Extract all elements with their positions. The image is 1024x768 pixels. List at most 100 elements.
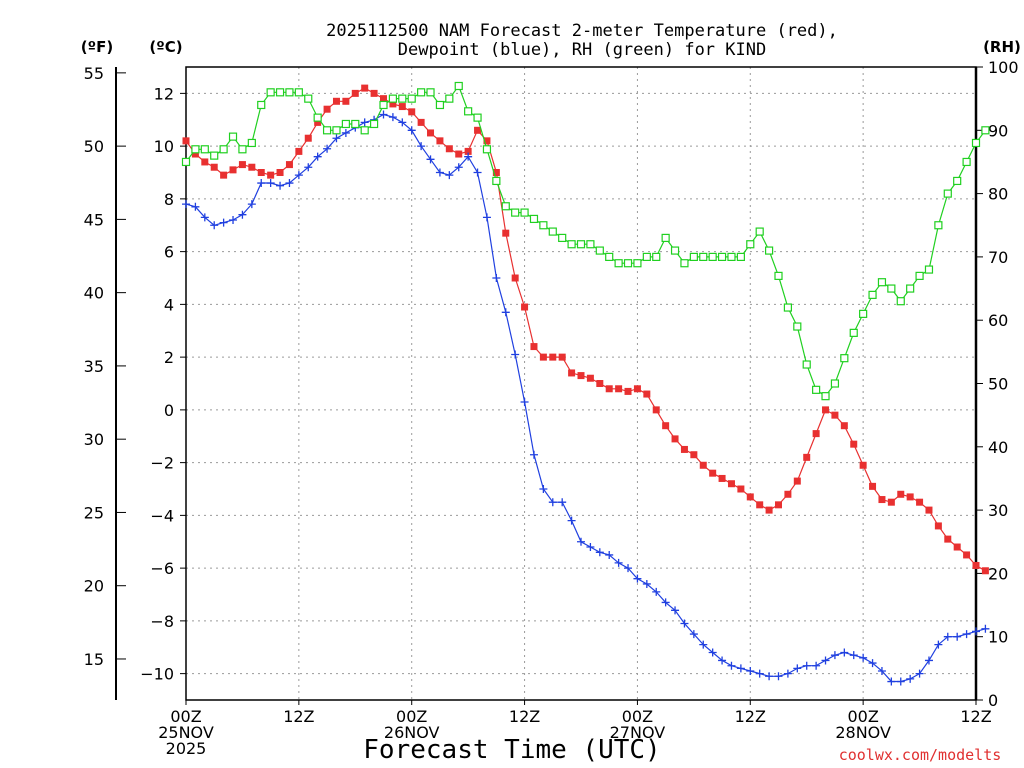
relative-humidity-point [529,214,539,224]
temperature-point [427,129,435,137]
dewpoint-point [887,677,896,686]
fahrenheit-tick-label: 15 [84,650,104,669]
dewpoint-point [915,669,924,678]
dewpoint-point [595,548,604,557]
dewpoint-point [671,606,680,615]
relative-humidity-point [388,94,398,103]
temperature-point [596,380,604,387]
dewpoint-point [642,579,651,588]
celsius-tick-label: −6 [150,559,174,578]
temperature-point [502,229,510,237]
temperature-point [831,411,839,419]
x-tick-label: 25NOV [158,723,214,742]
temperature-point [756,501,764,509]
temperature-point [803,453,811,461]
relative-humidity-point [971,138,981,148]
dewpoint-point [492,274,501,282]
credit-text: coolwx.com/modelts [839,746,1002,764]
x-tick-label: 00Z [622,707,653,726]
dewpoint-point [567,516,576,525]
relative-humidity-point [689,252,698,261]
dewpoint-point [229,215,238,224]
x-tick-label: 00Z [396,707,427,726]
temperature-point [417,118,425,126]
dewpoint-point [708,648,717,657]
relative-humidity-point [567,240,576,249]
relative-humidity-point [539,221,548,230]
relative-humidity-point [417,88,426,97]
relative-humidity-point [445,94,454,103]
relative-humidity-point [981,126,990,135]
temperature-point [361,84,369,92]
temperature-point [295,147,303,155]
rh-tick-label: 90 [988,121,1008,140]
relative-humidity-point [294,88,303,97]
dewpoint-point [849,651,858,660]
dewpoint-point [661,598,670,607]
relative-humidity-point [520,208,529,217]
relative-humidity-point [821,392,830,401]
dewpoint-point [718,656,727,665]
temperature-point [257,169,265,176]
dewpoint-point [407,126,416,135]
relative-humidity-point [426,88,435,97]
relative-humidity-point [849,328,858,337]
relative-humidity-point [501,202,510,211]
temperature-point [906,493,914,501]
dewpoint-point [624,564,633,573]
relative-humidity-point [200,145,209,154]
dewpoint-point [520,397,529,406]
rh-tick-label: 100 [988,58,1019,77]
dewpoint-point [821,656,830,665]
grid-lines [186,67,976,700]
relative-humidity-point [511,208,520,217]
temperature-point [332,97,340,105]
dewpoint-point [765,672,774,681]
dewpoint-point [219,218,228,227]
fahrenheit-tick-label: 20 [84,577,104,596]
temperature-point [314,118,322,126]
rh-tick-label: 60 [988,311,1008,330]
temperature-point [699,461,707,469]
temperature-point [953,543,961,551]
x-tick-label: 12Z [509,707,540,726]
temperature-point [840,422,848,430]
dewpoint-point [473,168,482,177]
temperature-point [568,369,576,377]
relative-humidity-point [887,284,896,293]
dewpoint-point [511,350,520,359]
temperature-point [248,163,256,171]
temperature-point [304,134,312,142]
relative-humidity-point [257,100,266,110]
relative-humidity-point [275,88,285,97]
fahrenheit-tick-label: 45 [84,210,104,229]
relative-humidity-point [435,100,445,110]
dewpoint-point [548,498,557,507]
x-tick-label: 26NOV [384,723,440,742]
dewpoint-point [294,171,303,180]
relative-humidity-point [369,119,379,129]
x-axis-label: Forecast Time (UTC) [363,735,660,765]
x-tick-label: 12Z [960,707,991,726]
relative-humidity-point [774,271,783,280]
temperature-point [822,406,830,414]
dewpoint-point [783,669,792,678]
relative-humidity-point [379,100,388,110]
temperature-point [474,126,482,134]
relative-humidity-point [398,94,407,103]
relative-humidity-point [680,259,689,268]
fahrenheit-tick-label: 35 [84,357,104,376]
relative-humidity-point [576,240,586,249]
relative-humidity-point [783,303,793,312]
celsius-tick-label: 6 [164,243,174,262]
temperature-point [267,171,275,179]
relative-humidity-point [868,290,877,299]
celsius-tick-label: −10 [140,665,174,684]
temperature-point [455,150,463,158]
dewpoint-point [360,118,369,127]
dewpoint-point [445,171,454,180]
temperature-point [624,387,632,395]
relative-humidity-point [840,354,849,363]
temperature-point [586,374,594,382]
dewpoint-point [840,648,849,657]
